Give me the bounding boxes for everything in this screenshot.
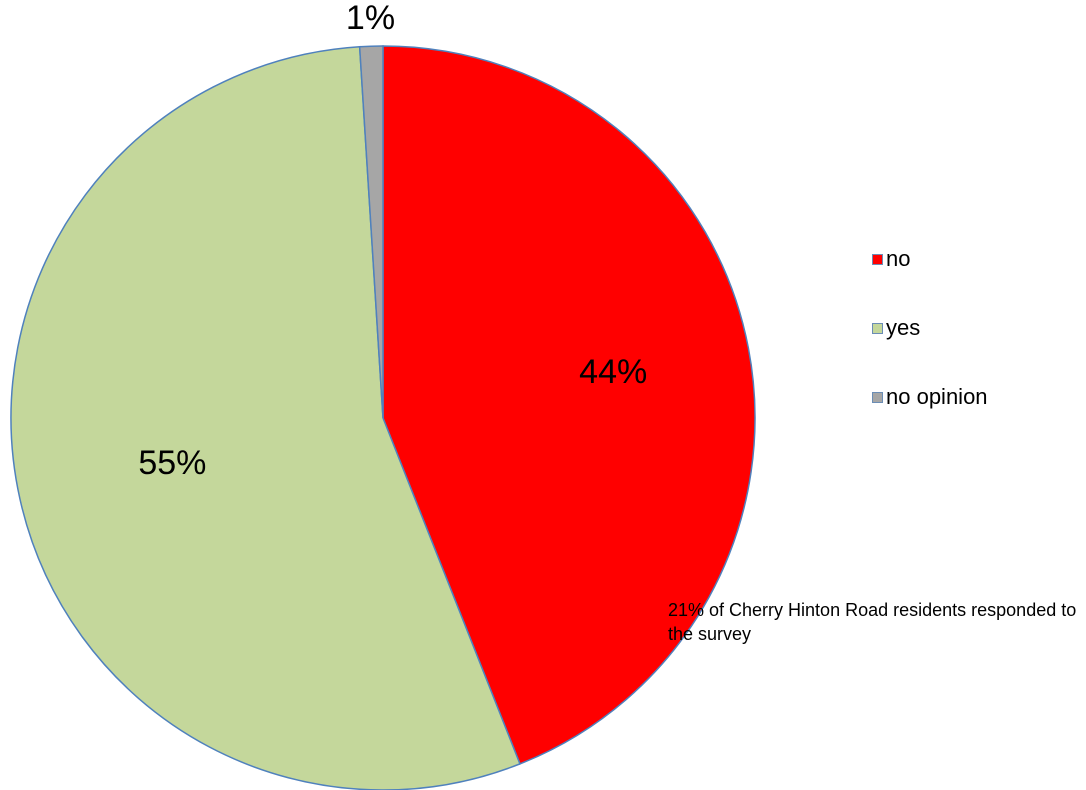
legend-label-yes: yes [886, 315, 921, 340]
pie-slice-no [382, 45, 756, 765]
legend-swatch-yes [872, 323, 883, 334]
legend-swatch-no [872, 254, 883, 265]
data-label-no: 44% [579, 353, 647, 391]
legend-swatch-no-opinion [872, 392, 883, 403]
data-label-yes: 55% [138, 444, 206, 482]
survey-annotation: 21% of Cherry Hinton Road residents resp… [668, 600, 1077, 644]
pie-slice-no-opinion [358, 45, 384, 419]
pie-slice-yes [10, 45, 521, 790]
legend-label-no: no [886, 246, 911, 271]
legend-label-no-opinion: no opinion [886, 384, 988, 409]
data-label-no-opinion: 1% [346, 0, 395, 37]
